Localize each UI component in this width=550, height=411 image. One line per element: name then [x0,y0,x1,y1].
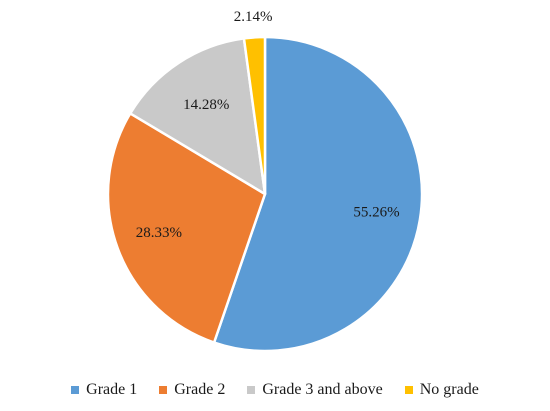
legend-label: Grade 2 [174,381,226,398]
data-label-no-grade: 2.14% [234,9,273,25]
data-label-grade-2: 28.33% [136,225,182,241]
slice-labels: 55.26% 28.33% 14.28% 2.14% [136,9,400,241]
legend: Grade 1 Grade 2 Grade 3 and above No grade [0,378,550,402]
legend-label: Grade 3 and above [262,381,383,398]
data-label-grade-3-and-above: 14.28% [183,97,229,113]
legend-label: Grade 1 [86,381,138,398]
pie-slices [106,35,424,353]
legend-item-no-grade: No grade [404,381,479,399]
pie-slice-grade-3-and-above [129,37,267,196]
legend-swatch [71,386,80,394]
data-label-grade-1: 55.26% [353,205,399,221]
legend-swatch [404,386,413,394]
legend-item-grade-1: Grade 1 [71,381,137,399]
legend-item-grade-2: Grade 2 [159,381,225,399]
pie-slice-no-grade [242,35,267,196]
legend-label: No grade [419,381,479,398]
legend-swatch [159,386,168,394]
legend-item-grade-3-and-above: Grade 3 and above [247,381,383,399]
legend-swatch [247,386,256,394]
